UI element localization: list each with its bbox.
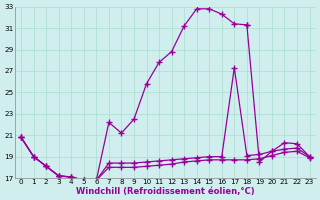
X-axis label: Windchill (Refroidissement éolien,°C): Windchill (Refroidissement éolien,°C) bbox=[76, 187, 255, 196]
